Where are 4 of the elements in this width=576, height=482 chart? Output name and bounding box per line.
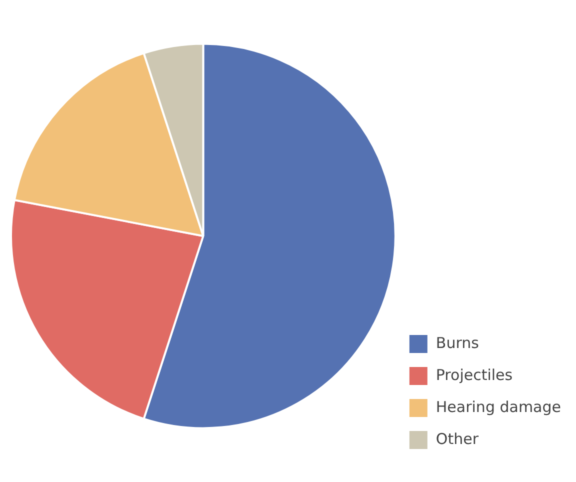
- legend-label: Other: [436, 430, 480, 448]
- legend-label: Projectiles: [436, 366, 513, 384]
- legend-label: Burns: [436, 334, 480, 352]
- legend-label: Hearing damage: [436, 398, 562, 416]
